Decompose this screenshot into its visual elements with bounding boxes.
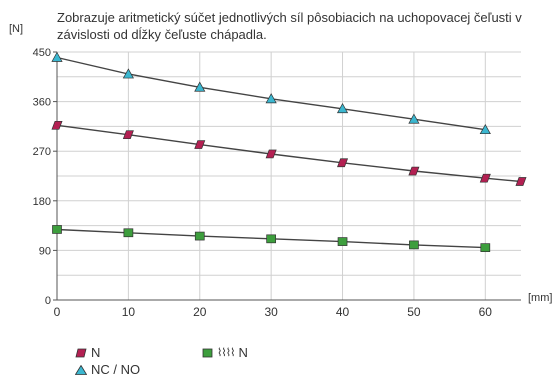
data-point-parallelogram <box>51 120 63 130</box>
data-point-parallelogram <box>515 177 527 186</box>
chart-description: Zobrazuje aritmetický súčet jednotlivých… <box>57 10 522 42</box>
data-point-square <box>409 240 419 250</box>
data-point-triangle <box>51 51 63 62</box>
data-point-parallelogram <box>479 173 491 183</box>
legend-label-n: N <box>91 345 101 360</box>
triangle-marker-icon <box>75 364 87 375</box>
spring-icon: ⌇⌇⌇⌇ <box>217 347 236 359</box>
x-tick-label: 20 <box>193 305 207 319</box>
y-tick-label: 360 <box>33 97 51 109</box>
y-axis-unit-label: [N] <box>9 23 24 35</box>
y-tick-label: 0 <box>45 295 51 307</box>
x-tick-label: 40 <box>336 305 350 319</box>
legend-item-ncno: NC / NO <box>75 362 140 377</box>
data-point-parallelogram <box>408 166 420 176</box>
x-tick-label: 50 <box>407 305 421 319</box>
legend-item-spring: ⌇⌇⌇⌇ N <box>202 345 248 360</box>
data-point-parallelogram <box>337 158 349 168</box>
data-point-square <box>194 231 205 241</box>
data-point-square <box>337 237 348 246</box>
data-point-triangle <box>408 113 420 124</box>
data-point-square <box>266 234 277 244</box>
parallelogram-marker-icon <box>75 348 87 357</box>
y-tick-label: 180 <box>33 196 51 208</box>
data-point-parallelogram <box>122 130 134 140</box>
x-tick-label: 30 <box>264 305 278 319</box>
data-point-square <box>123 228 134 238</box>
x-tick-label: 0 <box>54 305 61 319</box>
square-marker-icon <box>202 348 213 357</box>
data-point-parallelogram <box>265 149 277 159</box>
x-tick-label: 10 <box>122 305 136 319</box>
legend-label-spring: N <box>238 345 248 360</box>
series-line-parallelogram <box>56 124 522 183</box>
data-point-triangle <box>194 81 206 92</box>
data-point-triangle <box>479 123 491 135</box>
x-tick-label: 60 <box>479 305 493 319</box>
y-tick-label: 270 <box>33 146 51 158</box>
data-point-triangle <box>265 93 277 104</box>
data-point-square <box>52 225 62 234</box>
data-point-triangle <box>122 68 134 79</box>
legend-item-n: N <box>75 345 100 360</box>
y-tick-label: 450 <box>33 47 51 59</box>
data-point-parallelogram <box>194 140 206 149</box>
data-point-triangle <box>336 103 349 114</box>
y-tick-label: 90 <box>39 245 51 257</box>
legend-label-ncno: NC / NO <box>91 362 141 377</box>
data-point-square <box>480 243 491 252</box>
x-axis-unit-label: [mm] <box>528 292 553 304</box>
